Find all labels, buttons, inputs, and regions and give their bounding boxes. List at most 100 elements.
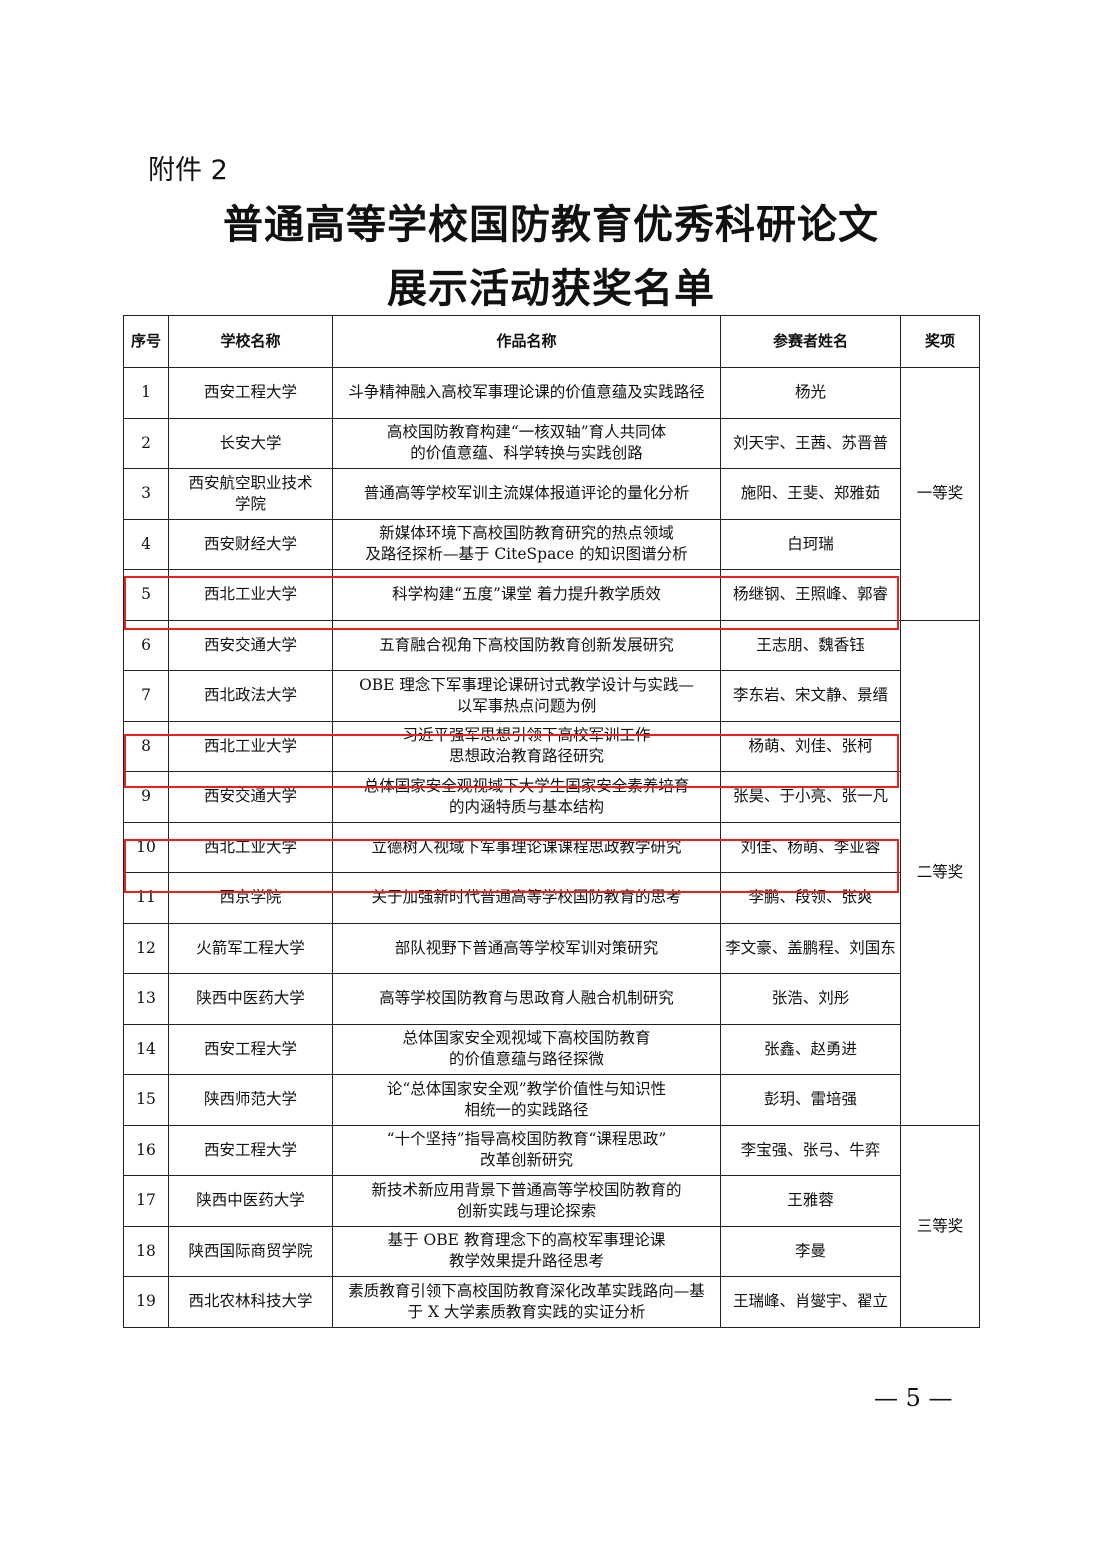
work-title: 总体国家安全观视域下大学生国家安全素养培育 的内涵特质与基本结构 [332,771,721,823]
school-name: 陕西师范大学 [168,1074,333,1126]
row-number: 17 [123,1175,169,1227]
attachment-label: 附件 2 [148,155,228,186]
school-name: 西安航空职业技术 学院 [168,468,333,520]
row-number: 15 [123,1074,169,1126]
work-title: 科学构建“五度”课堂 着力提升教学质效 [332,569,721,621]
table-row: 11 西京学院 关于加强新时代普通高等学校国防教育的思考 李鹏、段领、张爽 [123,872,980,924]
school-name: 西北工业大学 [168,821,333,873]
table-row: 17 陕西中医药大学 新技术新应用背景下普通高等学校国防教育的 创新实践与理论探索王… [123,1175,980,1227]
header-no: 序号 [123,315,169,368]
author-names: 施阳、王斐、郑雅茹 [720,468,901,520]
work-title: 基于 OBE 教育理念下的高校军事理论课 教学效果提升路径思考 [332,1225,721,1277]
table-row: 19 西北农林科技大学 素质教育引领下高校国防教育深化改革实践路向—基 于 X 大学… [123,1276,980,1328]
school-name: 西安财经大学 [168,518,333,570]
school-name: 陕西中医药大学 [168,1175,333,1227]
table-row: 18 陕西国际商贸学院 基于 OBE 教育理念下的高校军事理论课 教学效果提升路径思… [123,1225,980,1277]
author-names: 刘佳、杨萌、李亚蓉 [720,821,901,873]
author-names: 杨光 [720,367,901,419]
table-row: 2 长安大学 高校国防教育构建“一核双轴”育人共同体 的价值意蕴、科学转换与实践创路… [123,417,980,469]
school-name: 西安工程大学 [168,1023,333,1075]
school-name: 火箭军工程大学 [168,922,333,974]
document-title-line-2: 展示活动获奖名单 [387,265,715,312]
table-row: 7 西北政法大学 OBE 理念下军事理论课研讨式教学设计与实践— 以军事热点问题为例… [123,670,980,722]
work-title: “十个坚持”指导高校国防教育“课程思政” 改革创新研究 [332,1124,721,1176]
row-number: 5 [123,569,169,621]
header-authors: 参赛者姓名 [720,315,901,368]
award-level: 三等奖 [900,1124,980,1328]
work-title: 五育融合视角下高校国防教育创新发展研究 [332,619,721,671]
school-name: 西安交通大学 [168,771,333,823]
row-number: 10 [123,821,169,873]
row-number: 16 [123,1124,169,1176]
document-title-line-1: 普通高等学校国防教育优秀科研论文 [223,201,879,248]
table-row: 14 西安工程大学 总体国家安全观视域下高校国防教育 的价值意蕴与路径探微 张鑫、赵勇… [123,1023,980,1075]
header-work: 作品名称 [332,315,721,368]
table-row: 9 西安交通大学 总体国家安全观视域下大学生国家安全素养培育 的内涵特质与基本结构张… [123,771,980,823]
table-row: 16 西安工程大学 “十个坚持”指导高校国防教育“课程思政” 改革创新研究 李宝强、张… [123,1124,980,1328]
author-names: 彭玥、雷培强 [720,1074,901,1126]
school-name: 西北工业大学 [168,720,333,772]
row-number: 13 [123,973,169,1025]
work-title: 习近平强军思想引领下高校军训工作 思想政治教育路径研究 [332,720,721,772]
row-number: 6 [123,619,169,671]
school-name: 西安工程大学 [168,1124,333,1176]
work-title: 高等学校国防教育与思政育人融合机制研究 [332,973,721,1025]
header-school: 学校名称 [168,315,333,368]
row-number: 19 [123,1276,169,1328]
award-table: 序号 学校名称 作品名称 参赛者姓名 奖项 1 西安工程大学 斗争精神融入高校军事理… [123,315,980,1328]
table-row: 5 西北工业大学 科学构建“五度”课堂 着力提升教学质效 杨继钢、王照峰、郭睿 [123,569,980,621]
work-title: 论“总体国家安全观”教学价值性与知识性 相统一的实践路径 [332,1074,721,1126]
table-row: 3 西安航空职业技术 学院 普通高等学校军训主流媒体报道评论的量化分析 施阳、王斐、郑… [123,468,980,520]
author-names: 张昊、于小亮、张一凡 [720,771,901,823]
school-name: 西北农林科技大学 [168,1276,333,1328]
table-row: 15 陕西师范大学 论“总体国家安全观”教学价值性与知识性 相统一的实践路径 彭玥、雷… [123,1074,980,1126]
work-title: 高校国防教育构建“一核双轴”育人共同体 的价值意蕴、科学转换与实践创路 [332,417,721,469]
author-names: 李宝强、张弓、牛弈 [720,1124,901,1176]
table-row: 13 陕西中医药大学 高等学校国防教育与思政育人融合机制研究 张浩、刘彤 [123,973,980,1025]
award-level: 二等奖 [900,619,980,1126]
author-names: 刘天宇、王茜、苏晋普 [720,417,901,469]
work-title: 总体国家安全观视域下高校国防教育 的价值意蕴与路径探微 [332,1023,721,1075]
row-number: 1 [123,367,169,419]
row-number: 9 [123,771,169,823]
row-number: 14 [123,1023,169,1075]
author-names: 李东岩、宋文静、景缙 [720,670,901,722]
author-names: 王雅蓉 [720,1175,901,1227]
school-name: 西安交通大学 [168,619,333,671]
author-names: 白珂瑞 [720,518,901,570]
author-names: 王瑞峰、肖燮宇、翟立 [720,1276,901,1328]
author-names: 李鹏、段领、张爽 [720,872,901,924]
author-names: 王志朋、魏香钰 [720,619,901,671]
award-level: 一等奖 [900,367,980,621]
table-row: 6 西安交通大学 五育融合视角下高校国防教育创新发展研究 王志朋、魏香钰 二等奖 [123,619,980,1126]
work-title: 素质教育引领下高校国防教育深化改革实践路向—基 于 X 大学素质教育实践的实证分… [332,1276,721,1328]
author-names: 杨继钢、王照峰、郭睿 [720,569,901,621]
row-number: 7 [123,670,169,722]
row-number: 12 [123,922,169,974]
school-name: 陕西中医药大学 [168,973,333,1025]
page-number: — 5 — [874,1384,953,1412]
row-number: 4 [123,518,169,570]
work-title: 关于加强新时代普通高等学校国防教育的思考 [332,872,721,924]
work-title: 立德树人视域下军事理论课课程思政教学研究 [332,821,721,873]
table-row: 12 火箭军工程大学 部队视野下普通高等学校军训对策研究 李文豪、盖鹏程、刘国东 [123,922,980,974]
work-title: 新媒体环境下高校国防教育研究的热点领域 及路径探析—基于 CiteSpace 的… [332,518,721,570]
row-number: 3 [123,468,169,520]
author-names: 杨萌、刘佳、张柯 [720,720,901,772]
school-name: 长安大学 [168,417,333,469]
work-title: 斗争精神融入高校军事理论课的价值意蕴及实践路径 [332,367,721,419]
row-number: 2 [123,417,169,469]
table-row: 1 西安工程大学 斗争精神融入高校军事理论课的价值意蕴及实践路径 杨光 一等奖 [123,367,980,621]
author-names: 李曼 [720,1225,901,1277]
row-number: 11 [123,872,169,924]
table-header-row: 序号 学校名称 作品名称 参赛者姓名 奖项 [123,315,980,368]
header-award: 奖项 [900,315,980,368]
author-names: 张浩、刘彤 [720,973,901,1025]
school-name: 西京学院 [168,872,333,924]
table-row: 8 西北工业大学 习近平强军思想引领下高校军训工作 思想政治教育路径研究 杨萌、刘佳、… [123,720,980,772]
table-row: 10 西北工业大学 立德树人视域下军事理论课课程思政教学研究 刘佳、杨萌、李亚蓉 [123,821,980,873]
work-title: 部队视野下普通高等学校军训对策研究 [332,922,721,974]
work-title: 新技术新应用背景下普通高等学校国防教育的 创新实践与理论探索 [332,1175,721,1227]
school-name: 西北工业大学 [168,569,333,621]
work-title: OBE 理念下军事理论课研讨式教学设计与实践— 以军事热点问题为例 [332,670,721,722]
